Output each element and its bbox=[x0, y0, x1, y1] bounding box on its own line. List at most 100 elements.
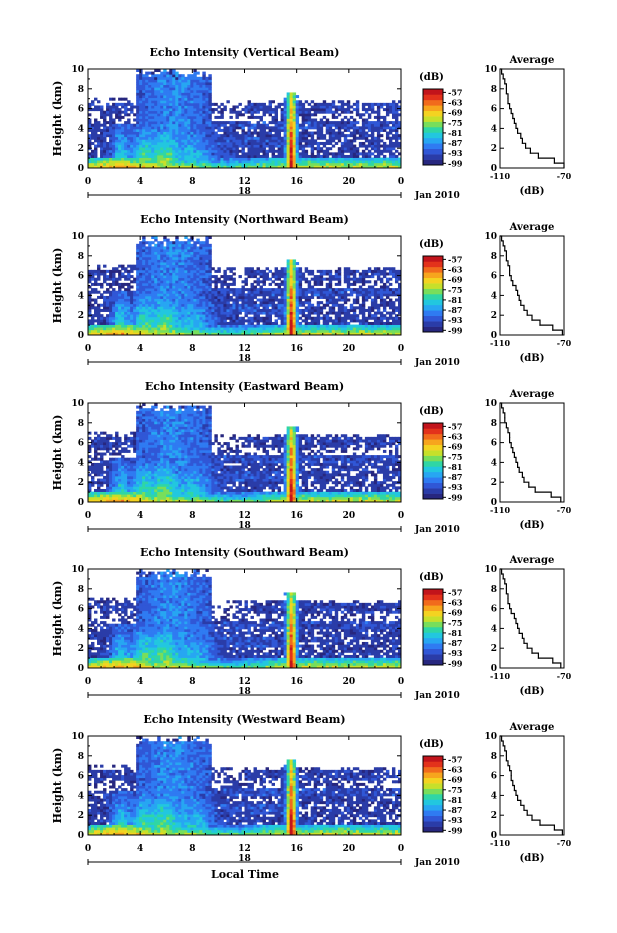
heatmap-cell bbox=[163, 239, 166, 242]
heatmap-cell bbox=[284, 280, 287, 283]
heatmap-cell bbox=[299, 124, 302, 127]
heatmap-cell bbox=[175, 252, 178, 255]
heatmap-cell bbox=[187, 239, 190, 242]
heatmap-cell bbox=[317, 301, 320, 304]
heatmap-cell bbox=[208, 252, 211, 255]
heatmap-cell bbox=[263, 124, 266, 127]
heatmap-cell bbox=[371, 139, 374, 142]
heatmap-cell bbox=[100, 134, 103, 137]
heatmap-cell bbox=[142, 137, 145, 140]
heatmap-cell bbox=[142, 155, 145, 158]
heatmap-cell bbox=[311, 306, 314, 309]
heatmap-cell bbox=[335, 124, 338, 127]
heatmap-cell bbox=[320, 137, 323, 140]
heatmap-cell bbox=[121, 312, 124, 315]
heatmap-cell bbox=[392, 126, 395, 129]
heatmap-cell bbox=[151, 254, 154, 257]
heatmap-cell bbox=[205, 314, 208, 317]
heatmap-cell bbox=[130, 111, 133, 114]
heatmap-cell bbox=[133, 317, 136, 320]
heatmap-cell bbox=[157, 262, 160, 265]
heatmap-cell bbox=[338, 293, 341, 296]
heatmap-cell bbox=[257, 158, 260, 161]
heatmap-cell bbox=[220, 124, 223, 127]
heatmap-cell bbox=[190, 259, 193, 262]
heatmap-cell bbox=[142, 116, 145, 119]
heatmap-cell bbox=[112, 160, 115, 163]
heatmap-cell bbox=[139, 100, 142, 103]
heatmap-cell bbox=[139, 249, 142, 252]
heatmap-cell bbox=[193, 286, 196, 289]
heatmap-cell bbox=[302, 129, 305, 132]
heatmap-cell bbox=[229, 325, 232, 328]
heatmap-cell bbox=[115, 296, 118, 299]
heatmap-cell bbox=[347, 325, 350, 328]
heatmap-cell bbox=[196, 132, 199, 135]
heatmap-cell bbox=[356, 158, 359, 161]
heatmap-cell bbox=[341, 132, 344, 135]
heatmap-cell bbox=[287, 299, 290, 302]
heatmap-cell bbox=[184, 327, 187, 330]
heatmap-cell bbox=[154, 306, 157, 309]
heatmap-cell bbox=[260, 132, 263, 135]
heatmap-cell bbox=[205, 319, 208, 322]
heatmap-cell bbox=[272, 119, 275, 122]
heatmap-cell bbox=[251, 325, 254, 328]
heatmap-cell bbox=[368, 145, 371, 148]
heatmap-cell bbox=[248, 160, 251, 163]
heatmap-cell bbox=[245, 152, 248, 155]
heatmap-cell bbox=[272, 145, 275, 148]
day-label: 18 bbox=[238, 187, 251, 197]
heatmap-cell bbox=[139, 145, 142, 148]
heatmap-cell bbox=[151, 77, 154, 80]
heatmap-cell bbox=[238, 155, 241, 158]
heatmap-cell bbox=[223, 314, 226, 317]
heatmap-cell bbox=[347, 327, 350, 330]
heatmap-cell bbox=[341, 142, 344, 145]
heatmap-cell bbox=[157, 160, 160, 163]
heatmap-cell bbox=[329, 291, 332, 294]
heatmap-cell bbox=[386, 121, 389, 124]
heatmap-cell bbox=[365, 103, 368, 106]
heatmap-cell bbox=[151, 150, 154, 153]
heatmap-cell bbox=[151, 139, 154, 142]
heatmap-cell bbox=[347, 317, 350, 320]
heatmap-cell bbox=[166, 150, 169, 153]
heatmap-cell bbox=[160, 103, 163, 106]
heatmap-cell bbox=[166, 163, 169, 166]
heatmap-cell bbox=[196, 239, 199, 242]
heatmap-cell bbox=[302, 150, 305, 153]
heatmap-cell bbox=[205, 108, 208, 111]
heatmap-cell bbox=[217, 327, 220, 330]
heatmap-cell bbox=[305, 278, 308, 281]
heatmap-cell bbox=[136, 272, 139, 275]
heatmap-cell bbox=[163, 312, 166, 315]
heatmap-cell bbox=[124, 299, 127, 302]
heatmap-cell bbox=[157, 103, 160, 106]
heatmap-cell bbox=[187, 293, 190, 296]
heatmap-cell bbox=[199, 134, 202, 137]
heatmap-cell bbox=[287, 288, 290, 291]
heatmap-cell bbox=[386, 124, 389, 127]
heatmap-cell bbox=[169, 100, 172, 103]
heatmap-cell bbox=[103, 129, 106, 132]
heatmap-cell bbox=[106, 155, 109, 158]
heatmap-cell bbox=[344, 306, 347, 309]
x-tick-label: 16 bbox=[290, 177, 303, 187]
heatmap-cell bbox=[106, 145, 109, 148]
heatmap-cell bbox=[190, 257, 193, 260]
heatmap-cell bbox=[266, 330, 269, 333]
heatmap-cell bbox=[377, 105, 380, 108]
heatmap-cell bbox=[187, 317, 190, 320]
heatmap-cell bbox=[205, 155, 208, 158]
heatmap-cell bbox=[266, 267, 269, 270]
heatmap-cell bbox=[154, 252, 157, 255]
heatmap-cell bbox=[278, 126, 281, 129]
heatmap-cell bbox=[130, 147, 133, 150]
heatmap-cell bbox=[157, 283, 160, 286]
heatmap-cell bbox=[196, 296, 199, 299]
heatmap-cell bbox=[115, 132, 118, 135]
heatmap-cell bbox=[169, 254, 172, 257]
heatmap-cell bbox=[97, 267, 100, 270]
heatmap-cell bbox=[154, 239, 157, 242]
